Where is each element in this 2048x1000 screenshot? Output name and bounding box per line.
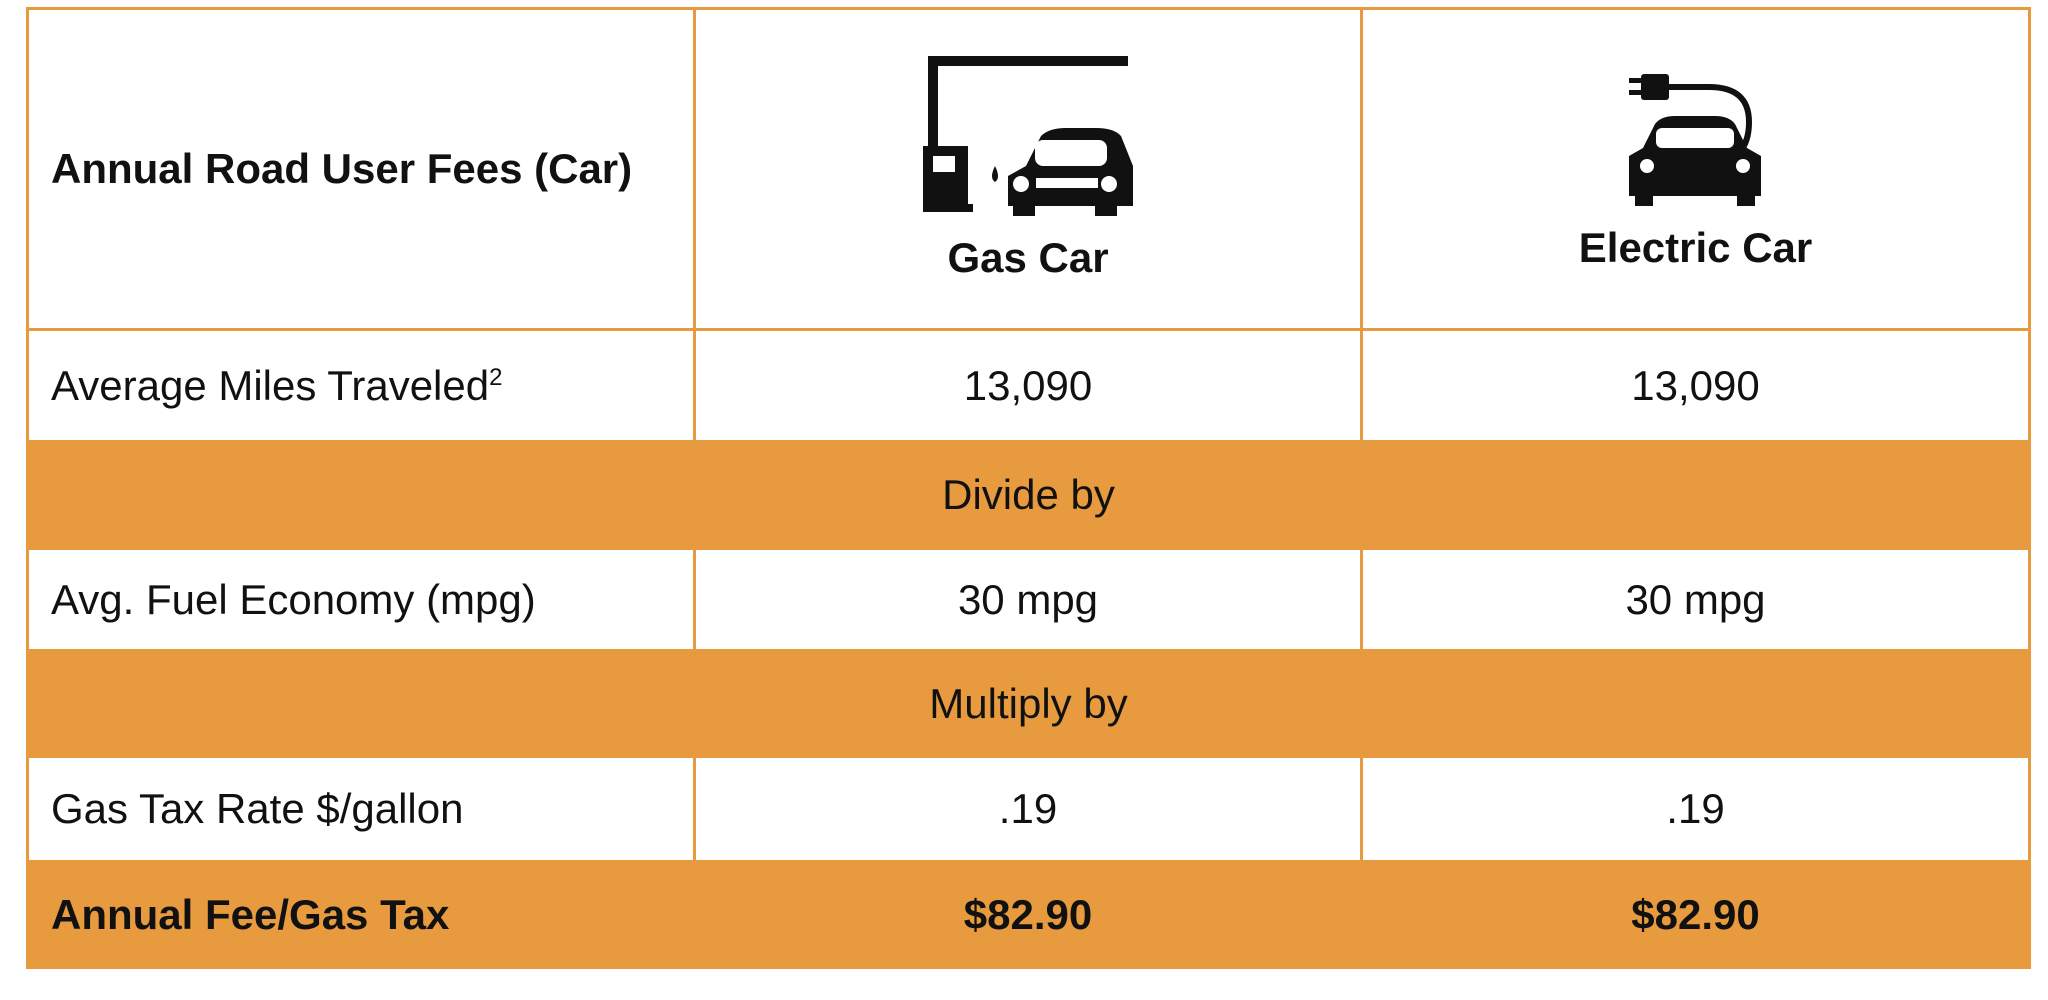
operation: Multiply by — [26, 649, 2031, 758]
cell: $82.90 — [693, 860, 1363, 969]
operation: Divide by — [26, 440, 2031, 550]
fee-table: Annual Road User Fees (Car) Gas Car Elec… — [26, 7, 2031, 969]
row: Avg. Fuel Economy (mpg) 30 mpg 30 mpg — [26, 547, 2031, 652]
header-electric: Electric Car — [1578, 224, 1813, 271]
footnote: 2 — [489, 363, 503, 391]
operation-row: Multiply by — [26, 649, 2031, 758]
row-label: Annual Fee/Gas Tax — [26, 860, 696, 969]
row-label: Average Miles Traveled2 — [26, 328, 696, 443]
cell: 30 mpg — [1360, 547, 2031, 652]
cell: 30 mpg — [693, 547, 1363, 652]
cell: $82.90 — [1360, 860, 2031, 969]
label-text: Average Miles Traveled — [51, 361, 490, 409]
gas-car-icon — [923, 56, 1133, 216]
header-row: Annual Road User Fees (Car) Gas Car Elec… — [26, 7, 2031, 331]
row: Gas Tax Rate $/gallon .19 .19 — [26, 755, 2031, 863]
row-label: Avg. Fuel Economy (mpg) — [26, 547, 696, 652]
cell: .19 — [693, 755, 1363, 863]
header-gas: Gas Car — [947, 234, 1109, 281]
header-title: Annual Road User Fees (Car) — [26, 7, 696, 331]
row: Average Miles Traveled2 13,090 13,090 — [26, 328, 2031, 443]
electric-car-icon — [1628, 74, 1761, 206]
cell: .19 — [1360, 755, 2031, 863]
header-cell: Gas Car — [693, 7, 1363, 331]
cell: 13,090 — [1360, 328, 2031, 443]
operation-row: Divide by — [26, 440, 2031, 550]
total-row: Annual Fee/Gas Tax $82.90 $82.90 — [26, 860, 2031, 969]
header-cell: Electric Car — [1360, 7, 2031, 331]
cell: 13,090 — [693, 328, 1363, 443]
row-label: Gas Tax Rate $/gallon — [26, 755, 696, 863]
